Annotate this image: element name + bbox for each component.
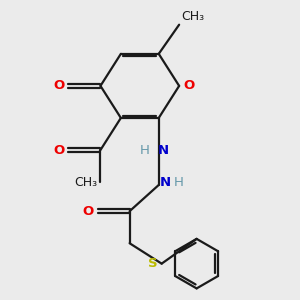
Text: N: N xyxy=(159,176,170,189)
Text: H: H xyxy=(140,144,149,157)
Text: CH₃: CH₃ xyxy=(74,176,97,189)
Text: CH₃: CH₃ xyxy=(182,10,205,23)
Text: N: N xyxy=(158,144,169,157)
Text: O: O xyxy=(54,143,65,157)
Text: O: O xyxy=(184,80,195,92)
Text: S: S xyxy=(148,257,157,270)
Text: H: H xyxy=(173,176,183,189)
Text: O: O xyxy=(83,205,94,218)
Text: O: O xyxy=(54,80,65,92)
